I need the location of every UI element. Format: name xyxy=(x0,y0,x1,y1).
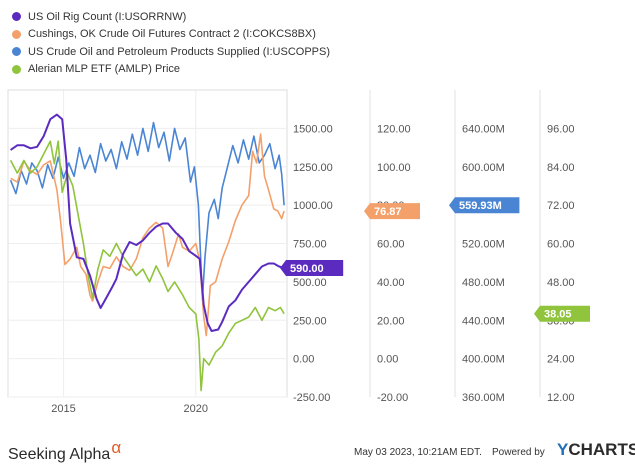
legend-item-rig-count: US Oil Rig Count (I:USORRNW) xyxy=(12,8,330,26)
x-tick-label: 2015 xyxy=(51,403,75,415)
logo-alpha-icon: α xyxy=(111,438,122,457)
y-tick-label: 60.00 xyxy=(377,239,405,251)
y-tick-label: 24.00 xyxy=(547,354,575,366)
y-tick-label: 12.00 xyxy=(547,392,575,404)
value-badge xyxy=(534,305,590,322)
timestamp: May 03 2023, 10:21AM EDT. xyxy=(354,447,482,458)
y-tick-label: 520.00M xyxy=(462,239,505,251)
y-tick-label: 750.00 xyxy=(293,239,327,251)
logo-text: Seeking Alpha xyxy=(8,446,111,463)
legend-item-products-supplied: US Crude Oil and Petroleum Products Supp… xyxy=(12,43,330,61)
ycharts-logo-y: Y xyxy=(557,440,569,459)
x-tick-label: 2020 xyxy=(184,403,208,415)
legend-label: US Oil Rig Count (I:USORRNW) xyxy=(28,10,187,23)
value-badge-label: 590.00 xyxy=(290,263,324,275)
legend-swatch xyxy=(12,47,21,57)
y-tick-label: 72.00 xyxy=(547,200,575,212)
seeking-alpha-logo: Seeking Alphaα xyxy=(8,438,121,464)
y-tick-label: -20.00 xyxy=(377,392,408,404)
series-line xyxy=(9,140,285,392)
y-tick-label: 480.00M xyxy=(462,277,505,289)
ycharts-logo-text: CHARTS xyxy=(568,440,635,459)
chart-area: 2015 2020 1500.00 1250.00 1000.00 750.00 500.0… xyxy=(7,89,590,415)
value-badge xyxy=(364,203,420,220)
value-badge-label: 76.87 xyxy=(374,206,402,218)
legend-label: US Crude Oil and Petroleum Products Supp… xyxy=(28,45,331,58)
legend-swatch xyxy=(12,29,21,39)
y-tick-label: 0.00 xyxy=(293,354,314,366)
y-tick-label: 1500.00 xyxy=(293,123,333,135)
y-tick-label: 250.00 xyxy=(293,315,327,327)
y-tick-label: 600.00M xyxy=(462,162,505,174)
y-tick-label: 1000.00 xyxy=(293,200,333,212)
y-tick-label: 96.00 xyxy=(547,123,575,135)
y-tick-label: 440.00M xyxy=(462,315,505,327)
y-tick-label: 640.00M xyxy=(462,123,505,135)
ycharts-logo: YCHARTS xyxy=(557,440,635,460)
legend-swatch xyxy=(12,12,21,22)
value-badge xyxy=(280,260,344,277)
series-line xyxy=(10,113,285,332)
y-tick-label: 100.00 xyxy=(377,162,411,174)
y-tick-label: 1250.00 xyxy=(293,162,333,174)
y-tick-label: 48.00 xyxy=(547,277,575,289)
value-badge-label: 559.93M xyxy=(459,200,502,212)
y-tick-label: 360.00M xyxy=(462,392,505,404)
y-tick-label: 0.00 xyxy=(377,354,398,366)
legend-swatch xyxy=(12,64,21,74)
y-tick-label: 40.00 xyxy=(377,277,405,289)
y-tick-label: 20.00 xyxy=(377,315,405,327)
y-tick-label: 500.00 xyxy=(293,277,327,289)
value-badge xyxy=(449,197,520,214)
y-tick-label: 60.00 xyxy=(547,239,575,251)
y-tick-label: 400.00M xyxy=(462,354,505,366)
chart-legend: US Oil Rig Count (I:USORRNW) Cushings, O… xyxy=(12,8,330,78)
y-tick-label: 120.00 xyxy=(377,123,411,135)
legend-label: Alerian MLP ETF (AMLP) Price xyxy=(28,63,181,76)
y-tick-label: 84.00 xyxy=(547,162,575,174)
legend-item-crude-futures: Cushings, OK Crude Oil Futures Contract … xyxy=(12,26,330,44)
value-badge-label: 38.05 xyxy=(544,309,572,321)
legend-label: Cushings, OK Crude Oil Futures Contract … xyxy=(28,28,316,41)
y-tick-label: -250.00 xyxy=(293,392,330,404)
powered-by-label: Powered by xyxy=(492,447,545,458)
legend-item-amlp-price: Alerian MLP ETF (AMLP) Price xyxy=(12,61,330,79)
